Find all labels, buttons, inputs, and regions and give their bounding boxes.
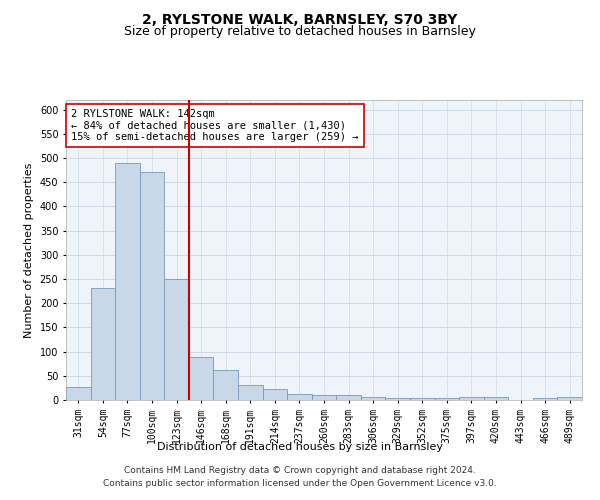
Text: Distribution of detached houses by size in Barnsley: Distribution of detached houses by size … xyxy=(157,442,443,452)
Bar xyxy=(164,279,189,400)
Bar xyxy=(484,396,508,400)
Text: Contains HM Land Registry data © Crown copyright and database right 2024.
Contai: Contains HM Land Registry data © Crown c… xyxy=(103,466,497,487)
Bar xyxy=(66,388,91,400)
Bar xyxy=(214,370,238,400)
Bar xyxy=(287,394,312,400)
Bar xyxy=(91,288,115,400)
Bar xyxy=(459,396,484,400)
Bar xyxy=(557,397,582,400)
Bar xyxy=(263,389,287,400)
Bar xyxy=(115,163,140,400)
Bar xyxy=(410,398,434,400)
Bar xyxy=(434,398,459,400)
Text: 2 RYLSTONE WALK: 142sqm
← 84% of detached houses are smaller (1,430)
15% of semi: 2 RYLSTONE WALK: 142sqm ← 84% of detache… xyxy=(71,109,359,142)
Text: 2, RYLSTONE WALK, BARNSLEY, S70 3BY: 2, RYLSTONE WALK, BARNSLEY, S70 3BY xyxy=(142,12,458,26)
Bar xyxy=(140,172,164,400)
Bar xyxy=(189,358,214,400)
Y-axis label: Number of detached properties: Number of detached properties xyxy=(24,162,34,338)
Bar xyxy=(361,396,385,400)
Text: Size of property relative to detached houses in Barnsley: Size of property relative to detached ho… xyxy=(124,25,476,38)
Bar xyxy=(533,398,557,400)
Bar xyxy=(238,385,263,400)
Bar xyxy=(312,394,336,400)
Bar xyxy=(385,398,410,400)
Bar xyxy=(336,395,361,400)
